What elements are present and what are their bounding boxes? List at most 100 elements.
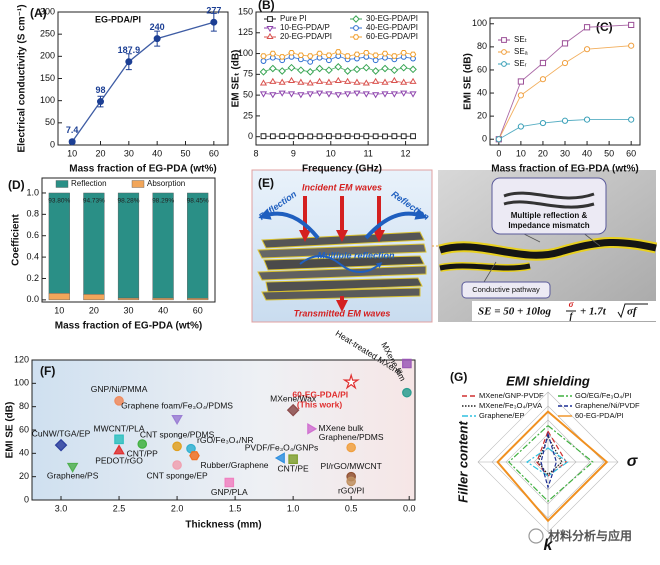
legend-label: 60-EG-PDA/PI	[366, 32, 418, 41]
data-point	[325, 66, 333, 75]
data-point	[278, 90, 286, 97]
x-tick-label: 0	[496, 148, 501, 158]
data-point	[278, 67, 286, 75]
x-tick-label: 0.0	[403, 503, 416, 513]
x-tick-label: 12	[401, 148, 411, 158]
data-point	[391, 133, 398, 140]
x-tick-label: 3.0	[55, 503, 68, 513]
point-label: PVDF/Fe₃O₄/GNPs	[245, 442, 319, 452]
data-point	[372, 133, 379, 140]
data-point	[353, 78, 361, 85]
legend-label: SEᵣ	[514, 59, 527, 68]
bar-segment	[117, 192, 140, 299]
x-tick-label: 20	[95, 148, 105, 158]
legend-swatch	[55, 180, 69, 188]
point-label: GNP/Ni/PMMA	[91, 384, 148, 394]
x-tick-label: 9	[291, 148, 296, 158]
data-point	[399, 63, 408, 72]
incident-label: Incident EM waves	[302, 182, 382, 192]
data-point	[372, 57, 379, 64]
point-label: MWCNT/PLA	[94, 424, 145, 434]
data-point	[344, 91, 352, 98]
y-tick-label: 125	[238, 27, 253, 37]
y-tick-label: 0.2	[26, 273, 39, 283]
value-label: 277	[206, 6, 221, 16]
y-tick-label: 200	[40, 51, 55, 61]
bar-segment	[187, 192, 209, 299]
legend-marker	[352, 15, 360, 23]
formula-mid: + 1.7t	[580, 306, 607, 318]
plot-frame	[489, 17, 641, 146]
point-label: Rubber/Graphene	[200, 460, 268, 470]
radar-series	[496, 410, 609, 523]
data-point	[297, 92, 305, 99]
data-point	[381, 91, 389, 98]
x-tick-label: 1.5	[229, 503, 242, 513]
point-label: rGO/Fe₃O₄/NR	[197, 435, 254, 445]
data-point	[306, 79, 314, 86]
annotation: EG-PDA/PI	[95, 14, 141, 24]
legend-label: SEₐ	[514, 47, 529, 56]
data-point	[409, 51, 417, 58]
point-label: CNT sponge/PDMS	[140, 430, 215, 440]
radar-series	[525, 447, 569, 477]
legend-label: GO/EG/Fe₃O₄/PI	[575, 391, 632, 400]
data-point	[362, 91, 370, 98]
y-tick-label: 0	[248, 131, 253, 141]
bar-segment	[83, 294, 105, 301]
legend-label: 10-EG-PDA/P	[280, 23, 330, 32]
data-point	[539, 120, 547, 127]
bar-segment	[83, 192, 105, 295]
legend-label: MXene/GNP-PVDF	[479, 391, 544, 400]
data-point	[344, 53, 351, 59]
x-tick-label: 40	[582, 148, 592, 158]
y-tick-label: 100	[238, 48, 253, 58]
data-point	[306, 68, 315, 76]
y-axis-label: Coefficient	[11, 213, 22, 265]
legend-label: Absorption	[147, 179, 185, 188]
inset-bottom-label: Conductive pathway	[472, 285, 540, 294]
plot-frame	[255, 11, 429, 146]
data-point	[539, 59, 547, 67]
y-tick-label: 60	[19, 424, 29, 434]
point-label: Graphene/PDMS	[319, 432, 384, 442]
data-point	[307, 133, 314, 140]
x-tick-label: 40	[158, 305, 168, 315]
data-point	[288, 49, 295, 56]
series-line	[498, 24, 632, 140]
data-point	[390, 91, 398, 98]
series-line	[71, 21, 215, 143]
point-label: MXene bulk	[319, 423, 365, 433]
legend-label: Graphene/EP	[479, 411, 524, 420]
legend-marker	[267, 16, 273, 22]
data-point	[259, 68, 268, 76]
data-point	[172, 441, 182, 452]
conductive-bands	[438, 231, 658, 283]
x-tick-label: 10	[67, 148, 77, 158]
legend-marker	[352, 34, 360, 40]
data-point	[224, 477, 235, 488]
x-tick-label: 30	[123, 305, 133, 315]
data-point	[113, 444, 125, 455]
bar-segment	[48, 192, 70, 294]
point-label: 60-EG-PDA/PI	[292, 389, 348, 399]
legend-label: Reflection	[71, 179, 107, 188]
data-point	[66, 462, 79, 473]
data-point	[316, 50, 323, 57]
x-tick-label: 40	[152, 148, 162, 158]
data-point	[381, 50, 389, 57]
data-point	[315, 64, 324, 73]
data-point	[343, 67, 352, 75]
data-point	[402, 358, 412, 369]
data-point	[288, 454, 298, 464]
formula-root-text: σf	[627, 306, 638, 318]
data-point	[137, 439, 148, 449]
x-tick-label: 30	[560, 148, 570, 158]
data-point	[400, 49, 407, 56]
y-tick-label: 0.6	[26, 230, 39, 240]
watermark: 材料分析与应用	[528, 528, 632, 544]
wave-arrows	[258, 196, 428, 312]
data-point	[114, 434, 124, 445]
value-label: 98	[95, 85, 105, 95]
y-axis-label: Electrical conductivity (S cm⁻¹)	[17, 4, 28, 152]
